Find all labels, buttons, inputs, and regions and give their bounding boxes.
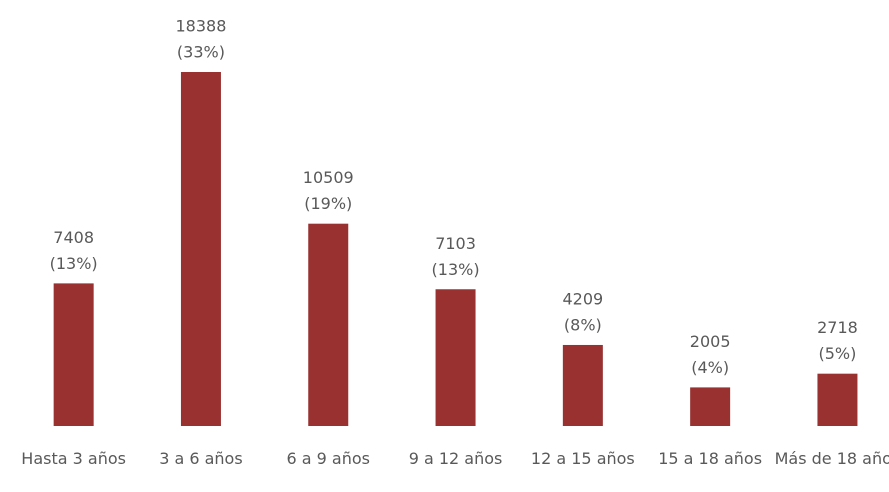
bar bbox=[308, 223, 349, 426]
x-tick-label: 12 a 15 años bbox=[530, 449, 635, 468]
x-tick-label: Hasta 3 años bbox=[21, 449, 126, 468]
bar bbox=[435, 289, 476, 426]
share-label: (4%) bbox=[691, 358, 729, 377]
x-tick-label: 9 a 12 años bbox=[408, 449, 503, 468]
share-label: (33%) bbox=[177, 43, 225, 62]
value-label: 18388 bbox=[175, 17, 226, 36]
bar bbox=[53, 283, 94, 426]
bar bbox=[180, 72, 221, 426]
value-label: 10509 bbox=[303, 168, 354, 187]
x-tick-label: Más de 18 años bbox=[774, 449, 889, 468]
bar bbox=[690, 387, 731, 426]
share-label: (8%) bbox=[564, 315, 602, 334]
value-label: 7103 bbox=[435, 234, 476, 253]
value-label: 2718 bbox=[817, 318, 858, 337]
value-label: 7408 bbox=[53, 228, 94, 247]
share-label: (19%) bbox=[304, 194, 352, 213]
bar bbox=[562, 344, 603, 426]
bar bbox=[817, 373, 858, 426]
share-label: (13%) bbox=[50, 254, 98, 273]
share-label: (5%) bbox=[819, 344, 857, 363]
x-tick-label: 6 a 9 años bbox=[286, 449, 371, 468]
value-label: 2005 bbox=[690, 332, 731, 351]
value-label: 4209 bbox=[562, 289, 603, 308]
x-tick-label: 15 a 18 años bbox=[658, 449, 763, 468]
x-tick-label: 3 a 6 años bbox=[159, 449, 243, 468]
share-label: (13%) bbox=[432, 260, 480, 279]
